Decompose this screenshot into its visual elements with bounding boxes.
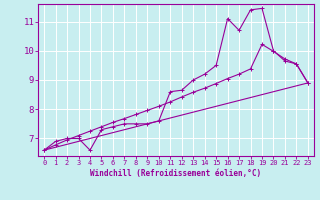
X-axis label: Windchill (Refroidissement éolien,°C): Windchill (Refroidissement éolien,°C) — [91, 169, 261, 178]
